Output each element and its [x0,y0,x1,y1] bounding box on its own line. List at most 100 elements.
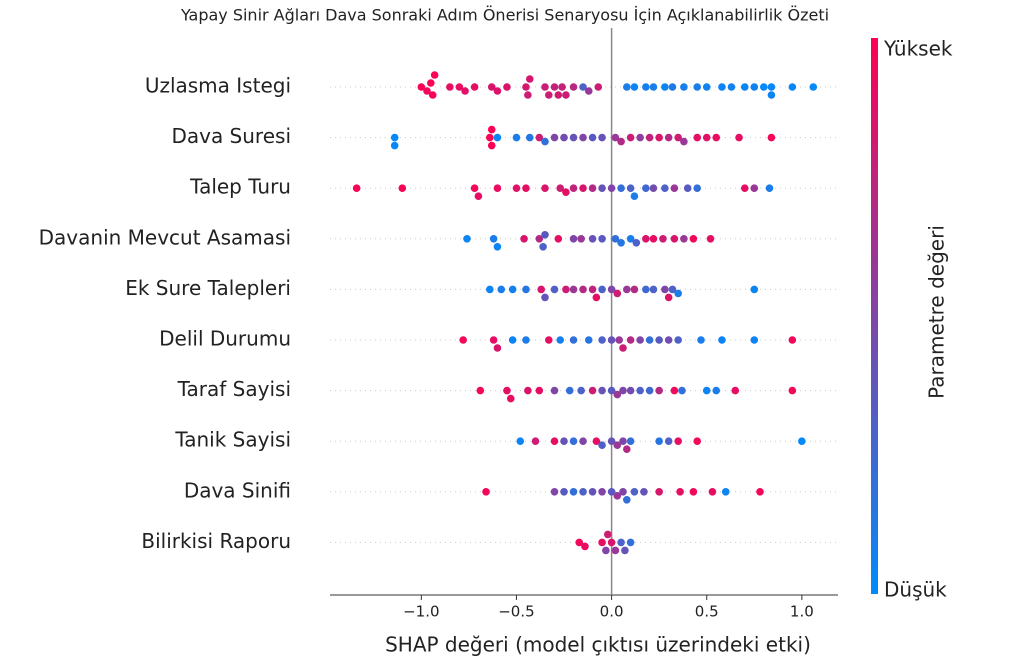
shap-point [522,83,530,91]
shap-point [455,83,464,91]
y-tick-label: Uzlasma Istegi [145,74,291,98]
shap-point [476,386,485,395]
shap-point [446,83,454,91]
shap-point [607,285,616,294]
shap-point [611,546,620,555]
shap-point [617,184,625,192]
shap-point [598,184,606,192]
shap-point [592,293,601,302]
shap-point [693,184,702,192]
shap-point [550,386,559,395]
shap-point [630,285,639,294]
shap-point [623,83,631,91]
shap-point [735,133,743,142]
shap-point [598,235,606,243]
shap-point [642,285,650,294]
shap-point [788,336,797,344]
shap-point [740,83,749,91]
shap-point [630,192,639,200]
shap-point [640,488,648,496]
shap-point [524,91,532,99]
shap-point [670,184,679,192]
shap-point [541,137,549,146]
shap-point [721,488,730,496]
shap-point [664,133,673,142]
shap-point [659,235,667,243]
shap-point [474,192,483,200]
shap-point [550,285,559,294]
shap-point [619,437,627,446]
shap-point [693,437,702,446]
shap-point [619,386,627,395]
shap-point [584,336,593,344]
shap-point [493,133,502,142]
shap-point [798,437,806,446]
shap-point [626,386,635,395]
shap-point [598,285,606,294]
shap-point [588,133,597,142]
shap-point [525,75,534,83]
shap-point [632,239,641,247]
shap-point [560,437,568,446]
shap-point [594,83,603,91]
shap-point [588,386,597,395]
shap-point [569,184,578,192]
shap-point [598,441,606,450]
shap-point [537,285,545,294]
shap-point [486,285,494,294]
shap-point [503,386,511,395]
shap-point [560,488,568,496]
y-tick-label: Delil Durumu [159,327,291,351]
shap-point [569,285,578,294]
shap-point [487,83,496,91]
shap-point [809,83,818,91]
shap-point [550,437,559,446]
y-tick-label: Ek Sure Talepleri [125,276,291,300]
shap-point [664,336,673,344]
shap-point [584,87,593,95]
shap-point [655,488,663,496]
shap-point [558,83,566,91]
y-tick-label: Talep Turu [189,175,291,199]
shap-point [740,184,749,192]
shap-point [664,437,673,446]
shap-point [689,235,698,243]
shap-point [630,488,639,496]
shap-point [598,133,606,142]
shap-point [554,235,563,243]
shap-point [689,488,698,496]
shap-point [352,184,361,192]
shap-point [525,133,534,142]
shap-point [541,293,549,302]
shap-point [661,184,669,192]
shap-point [645,336,654,344]
shap-point [674,437,682,446]
shap-point [670,386,679,395]
shap-point [579,437,587,446]
shap-point [621,546,629,555]
shap-point [562,285,570,294]
shap-point [520,235,528,243]
shap-point [569,133,578,142]
shap-point [508,336,517,344]
shap-point [398,184,407,192]
shap-point [522,285,530,294]
shap-point [676,488,684,496]
shap-point [535,386,544,395]
x-tick-label: 0.5 [695,603,719,621]
shap-point [617,137,625,146]
shap-point [750,184,759,192]
shap-point [390,141,399,150]
shap-point [626,235,635,243]
shap-point [461,87,469,95]
shap-point [493,344,502,352]
shap-point [655,336,663,344]
shap-point [649,184,658,192]
shap-point [516,437,525,446]
shap-point [487,141,496,150]
y-tick-label: Dava Suresi [171,124,291,148]
colorbar [871,38,878,594]
shap-point [626,437,635,446]
shap-point [506,394,515,403]
